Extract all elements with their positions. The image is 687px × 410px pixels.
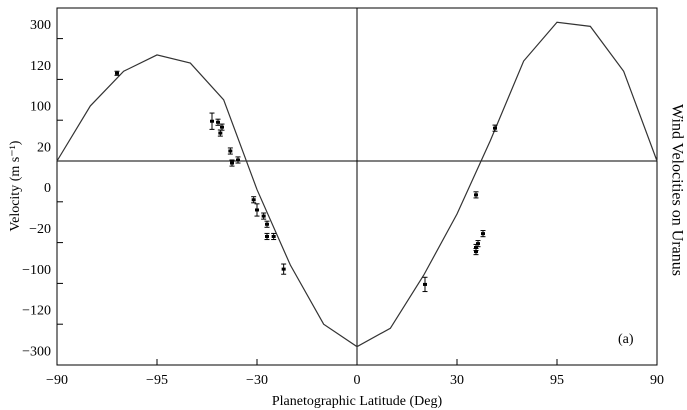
x-axis-label: Planetographic Latitude (Deg) <box>272 394 443 409</box>
data-point <box>423 282 427 286</box>
data-point <box>265 234 269 238</box>
data-point <box>265 222 269 226</box>
data-point <box>216 120 220 124</box>
chart-title: Wind Velocities on Uranus <box>668 104 685 276</box>
y-tick-label: 0 <box>44 181 51 196</box>
y-tick-label: 20 <box>37 140 51 155</box>
y-tick-label: −20 <box>29 222 51 237</box>
data-point <box>115 71 119 75</box>
x-tick-label: −30 <box>246 373 268 388</box>
panel-label: (a) <box>618 332 634 347</box>
data-point <box>493 126 497 130</box>
data-point <box>476 242 480 246</box>
data-point <box>228 149 233 153</box>
data-point <box>255 208 259 212</box>
x-tick-label: −90 <box>46 373 68 388</box>
y-tick-label: −120 <box>22 304 51 319</box>
data-point <box>218 131 223 135</box>
x-tick-label: 90 <box>650 373 664 388</box>
data-point <box>474 245 478 249</box>
data-point <box>210 119 214 123</box>
x-tick-label: 0 <box>354 373 361 388</box>
x-tick-label: −95 <box>146 373 168 388</box>
model-curve <box>56 21 658 348</box>
data-point <box>251 198 256 202</box>
data-point <box>230 161 234 165</box>
data-point <box>474 250 478 254</box>
y-tick-label: 300 <box>30 18 51 33</box>
data-point <box>261 214 266 218</box>
x-tick-label: 95 <box>550 373 564 388</box>
data-point <box>236 158 240 162</box>
data-point <box>474 193 478 197</box>
y-tick-label: 120 <box>30 59 51 74</box>
data-point <box>281 267 286 271</box>
y-tick-label: −300 <box>22 344 51 359</box>
data-point <box>271 234 276 238</box>
x-tick-label: 30 <box>450 373 464 388</box>
y-tick-label: 100 <box>30 100 51 115</box>
y-tick-label: −100 <box>22 263 51 278</box>
y-axis-label: Velocity (m s⁻¹) <box>8 140 23 231</box>
data-point <box>220 125 224 129</box>
data-point <box>481 232 485 236</box>
